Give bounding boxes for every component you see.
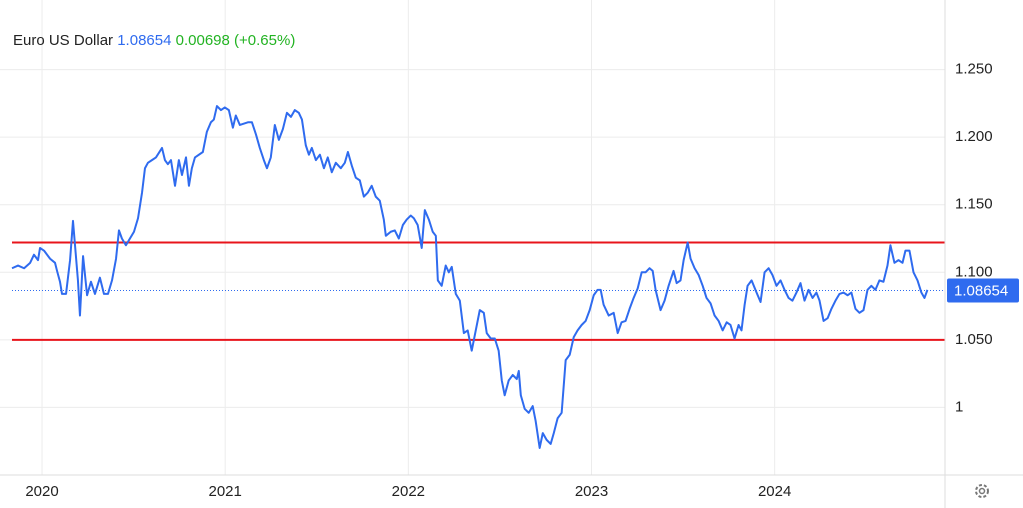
change-percent: (+0.65%) <box>234 32 295 49</box>
x-tick-label: 2021 <box>209 483 242 500</box>
change: 0.00698 <box>176 32 230 49</box>
y-tick-label: 1.200 <box>955 128 993 145</box>
grid <box>0 0 945 475</box>
x-tick-label: 2020 <box>25 483 58 500</box>
settings-icon[interactable] <box>975 484 989 498</box>
y-tick-label: 1.050 <box>955 331 993 348</box>
y-tick-label: 1.150 <box>955 196 993 213</box>
last-price-label: 1.08654 <box>954 282 1008 299</box>
y-tick-label: 1.100 <box>955 263 993 280</box>
axis-labels: 1 1.050 1.100 1.150 1.200 1.250 2020 2021 2022 20… <box>25 61 1019 500</box>
plot <box>11 105 945 449</box>
last-price-box <box>947 278 1019 303</box>
gear-outer[interactable] <box>975 484 989 498</box>
y-tick-label: 1 <box>955 398 963 415</box>
gear-inner[interactable] <box>978 487 986 495</box>
instrument-name: Euro US Dollar <box>13 32 113 49</box>
header: Euro US Dollar 1.08654 0.00698 (+0.65%) <box>13 32 295 49</box>
y-tick-label: 1.250 <box>955 61 993 78</box>
x-tick-label: 2024 <box>758 483 791 500</box>
price-line <box>11 105 929 449</box>
price: 1.08654 <box>117 32 171 49</box>
x-tick-label: 2023 <box>575 483 608 500</box>
x-tick-label: 2022 <box>392 483 425 500</box>
